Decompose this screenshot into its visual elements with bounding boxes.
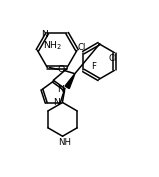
Text: N: N bbox=[53, 98, 60, 107]
Polygon shape bbox=[65, 73, 75, 88]
Text: Cl: Cl bbox=[77, 43, 86, 52]
Text: O: O bbox=[58, 65, 65, 74]
Text: Cl: Cl bbox=[108, 54, 117, 63]
Text: F: F bbox=[91, 62, 96, 71]
Text: NH: NH bbox=[58, 138, 71, 147]
Text: N: N bbox=[57, 85, 64, 94]
Text: NH$_2$: NH$_2$ bbox=[43, 39, 62, 52]
Text: N: N bbox=[41, 30, 48, 39]
